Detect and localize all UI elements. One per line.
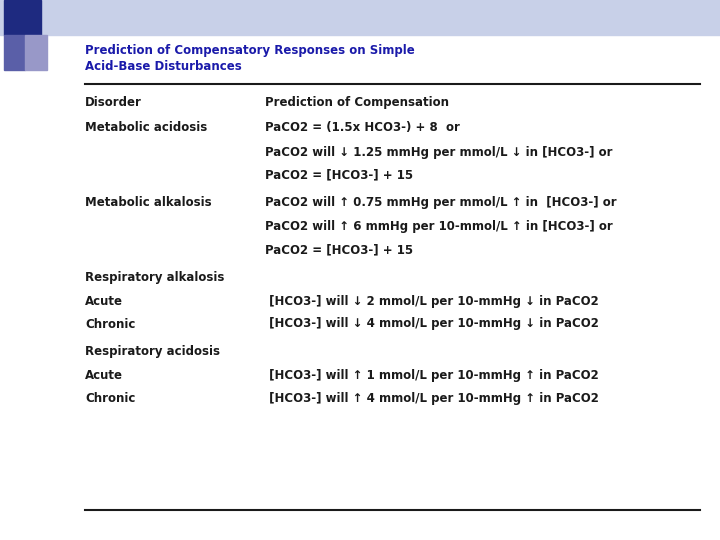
Text: PaCO2 will ↑ 0.75 mmHg per mmol/L ↑ in  [HCO3-] or: PaCO2 will ↑ 0.75 mmHg per mmol/L ↑ in […	[265, 196, 616, 209]
Bar	[0, 0, 720, 35]
Text: Respiratory acidosis: Respiratory acidosis	[85, 345, 220, 357]
Text: PaCO2 = (1.5x HCO3-) + 8  or: PaCO2 = (1.5x HCO3-) + 8 or	[265, 122, 460, 134]
Text: PaCO2 will ↓ 1.25 mmHg per mmol/L ↓ in [HCO3-] or: PaCO2 will ↓ 1.25 mmHg per mmol/L ↓ in […	[265, 146, 613, 159]
Text: Acid-Base Disturbances: Acid-Base Disturbances	[85, 60, 242, 73]
Text: Prediction of Compensation: Prediction of Compensation	[265, 96, 449, 109]
Text: Chronic: Chronic	[85, 318, 135, 330]
Text: PaCO2 = [HCO3-] + 15: PaCO2 = [HCO3-] + 15	[265, 243, 413, 256]
Text: [HCO3-] will ↓ 4 mmol/L per 10-mmHg ↓ in PaCO2: [HCO3-] will ↓ 4 mmol/L per 10-mmHg ↓ in…	[265, 318, 599, 330]
Text: Chronic: Chronic	[85, 392, 135, 405]
Text: Respiratory alkalosis: Respiratory alkalosis	[85, 271, 225, 284]
Text: Metabolic acidosis: Metabolic acidosis	[85, 122, 207, 134]
Text: Acute: Acute	[85, 369, 123, 382]
Text: Acute: Acute	[85, 295, 123, 308]
Text: PaCO2 = [HCO3-] + 15: PaCO2 = [HCO3-] + 15	[265, 168, 413, 181]
Bar	[4, 0, 41, 35]
Bar	[4, 35, 25, 70]
Text: Prediction of Compensatory Responses on Simple: Prediction of Compensatory Responses on …	[85, 44, 415, 57]
Text: Metabolic alkalosis: Metabolic alkalosis	[85, 196, 212, 209]
Bar	[25, 35, 47, 70]
Text: [HCO3-] will ↓ 2 mmol/L per 10-mmHg ↓ in PaCO2: [HCO3-] will ↓ 2 mmol/L per 10-mmHg ↓ in…	[265, 295, 599, 308]
Text: PaCO2 will ↑ 6 mmHg per 10-mmol/L ↑ in [HCO3-] or: PaCO2 will ↑ 6 mmHg per 10-mmol/L ↑ in […	[265, 220, 613, 233]
Text: [HCO3-] will ↑ 1 mmol/L per 10-mmHg ↑ in PaCO2: [HCO3-] will ↑ 1 mmol/L per 10-mmHg ↑ in…	[265, 369, 599, 382]
Text: Disorder: Disorder	[85, 96, 142, 109]
Text: [HCO3-] will ↑ 4 mmol/L per 10-mmHg ↑ in PaCO2: [HCO3-] will ↑ 4 mmol/L per 10-mmHg ↑ in…	[265, 392, 599, 405]
